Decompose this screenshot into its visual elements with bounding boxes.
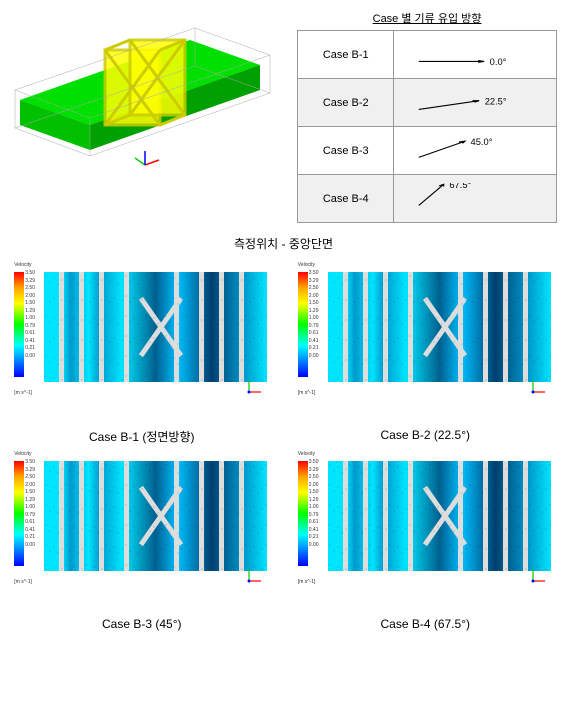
direction-cell: 22.5° bbox=[394, 79, 557, 127]
colorbar bbox=[298, 461, 308, 566]
case-label: Case B-3 bbox=[298, 127, 394, 175]
case-label: Case B-1 bbox=[298, 31, 394, 79]
case-direction-table: Case 별 기류 유입 방향 Case B-1 0.0° Case B-2 2… bbox=[297, 10, 557, 223]
svg-text:0.0°: 0.0° bbox=[490, 57, 507, 67]
velocity-contour: Velocity3.503.292.502.001.501.291.000.79… bbox=[298, 457, 553, 587]
flow-field bbox=[328, 272, 551, 382]
colorbar bbox=[14, 272, 24, 377]
direction-arrow-icon: 45.0° bbox=[400, 135, 550, 163]
case-label: Case B-4 bbox=[298, 175, 394, 223]
velocity-contour: Velocity3.503.292.502.001.501.291.000.79… bbox=[298, 268, 553, 398]
flow-field bbox=[328, 461, 551, 571]
simulation-caption: Case B-1 (정면방향) bbox=[89, 428, 195, 445]
simulation-caption: Case B-4 (67.5°) bbox=[380, 617, 470, 631]
simulation-caption: Case B-2 (22.5°) bbox=[380, 428, 470, 442]
colorbar bbox=[14, 461, 24, 566]
colorbar-title: Velocity bbox=[298, 262, 315, 268]
colorbar-title: Velocity bbox=[298, 451, 315, 457]
axis-triad-icon bbox=[529, 376, 549, 396]
svg-text:45.0°: 45.0° bbox=[471, 137, 493, 147]
colorbar-ticks: 3.503.292.502.001.501.291.000.790.610.41… bbox=[309, 270, 319, 360]
colorbar-unit: [m s^-1] bbox=[298, 579, 316, 585]
colorbar-title: Velocity bbox=[14, 451, 31, 457]
velocity-vectors bbox=[328, 461, 551, 571]
svg-text:67.5°: 67.5° bbox=[450, 183, 472, 190]
colorbar-unit: [m s^-1] bbox=[298, 390, 316, 396]
velocity-contour: Velocity3.503.292.502.001.501.291.000.79… bbox=[14, 268, 269, 398]
axis-triad-icon bbox=[529, 565, 549, 585]
direction-arrow-icon: 22.5° bbox=[400, 87, 550, 115]
simulation-grid: Velocity 3.503.292.502.001.501.291.000.79… bbox=[10, 268, 557, 631]
simulation-panel: Velocity3.503.292.502.001.501.291.000.79… bbox=[10, 268, 274, 445]
flow-field bbox=[44, 461, 267, 571]
table-row: Case B-1 0.0° bbox=[298, 31, 557, 79]
simulation-panel: Velocity3.503.292.502.001.501.291.000.79… bbox=[294, 268, 558, 445]
velocity-vectors bbox=[44, 461, 267, 571]
direction-cell: 0.0° bbox=[394, 31, 557, 79]
colorbar-ticks: 3.503.292.502.001.501.291.000.790.610.41… bbox=[25, 459, 35, 549]
velocity-vectors bbox=[44, 272, 267, 382]
measurement-location-caption: 측정위치 - 중앙단면 bbox=[10, 235, 557, 252]
direction-arrow-icon: 67.5° bbox=[400, 183, 550, 211]
axis-triad-icon bbox=[245, 565, 265, 585]
simulation-caption: Case B-3 (45°) bbox=[102, 617, 182, 631]
table-row: Case B-3 45.0° bbox=[298, 127, 557, 175]
direction-cell: 45.0° bbox=[394, 127, 557, 175]
table-row: Case B-4 67.5° bbox=[298, 175, 557, 223]
axis-triad-icon bbox=[135, 151, 159, 165]
colorbar-ticks: 3.503.292.502.001.501.291.000.790.610.41… bbox=[309, 459, 319, 549]
colorbar-title: Velocity bbox=[14, 262, 31, 268]
velocity-vectors bbox=[328, 272, 551, 382]
simulation-panel: Velocity3.503.292.502.001.501.291.000.79… bbox=[10, 457, 274, 631]
flow-field bbox=[44, 272, 267, 382]
direction-cell: 67.5° bbox=[394, 175, 557, 223]
colorbar-ticks: 3.503.292.502.001.501.291.000.790.610.41… bbox=[25, 270, 35, 360]
colorbar-unit: [m s^-1] bbox=[14, 390, 32, 396]
simulation-panel: Velocity3.503.292.502.001.501.291.000.79… bbox=[294, 457, 558, 631]
colorbar-unit: [m s^-1] bbox=[14, 579, 32, 585]
table-row: Case B-2 22.5° bbox=[298, 79, 557, 127]
axis-triad-icon bbox=[245, 376, 265, 396]
colorbar bbox=[298, 272, 308, 377]
case-label: Case B-2 bbox=[298, 79, 394, 127]
table-caption: Case 별 기류 유입 방향 bbox=[297, 10, 557, 30]
velocity-contour: Velocity3.503.292.502.001.501.291.000.79… bbox=[14, 457, 269, 587]
direction-arrow-icon: 0.0° bbox=[400, 39, 550, 67]
yellow-frame bbox=[105, 40, 185, 125]
svg-text:22.5°: 22.5° bbox=[485, 96, 507, 106]
structural-model-3d bbox=[10, 10, 275, 175]
